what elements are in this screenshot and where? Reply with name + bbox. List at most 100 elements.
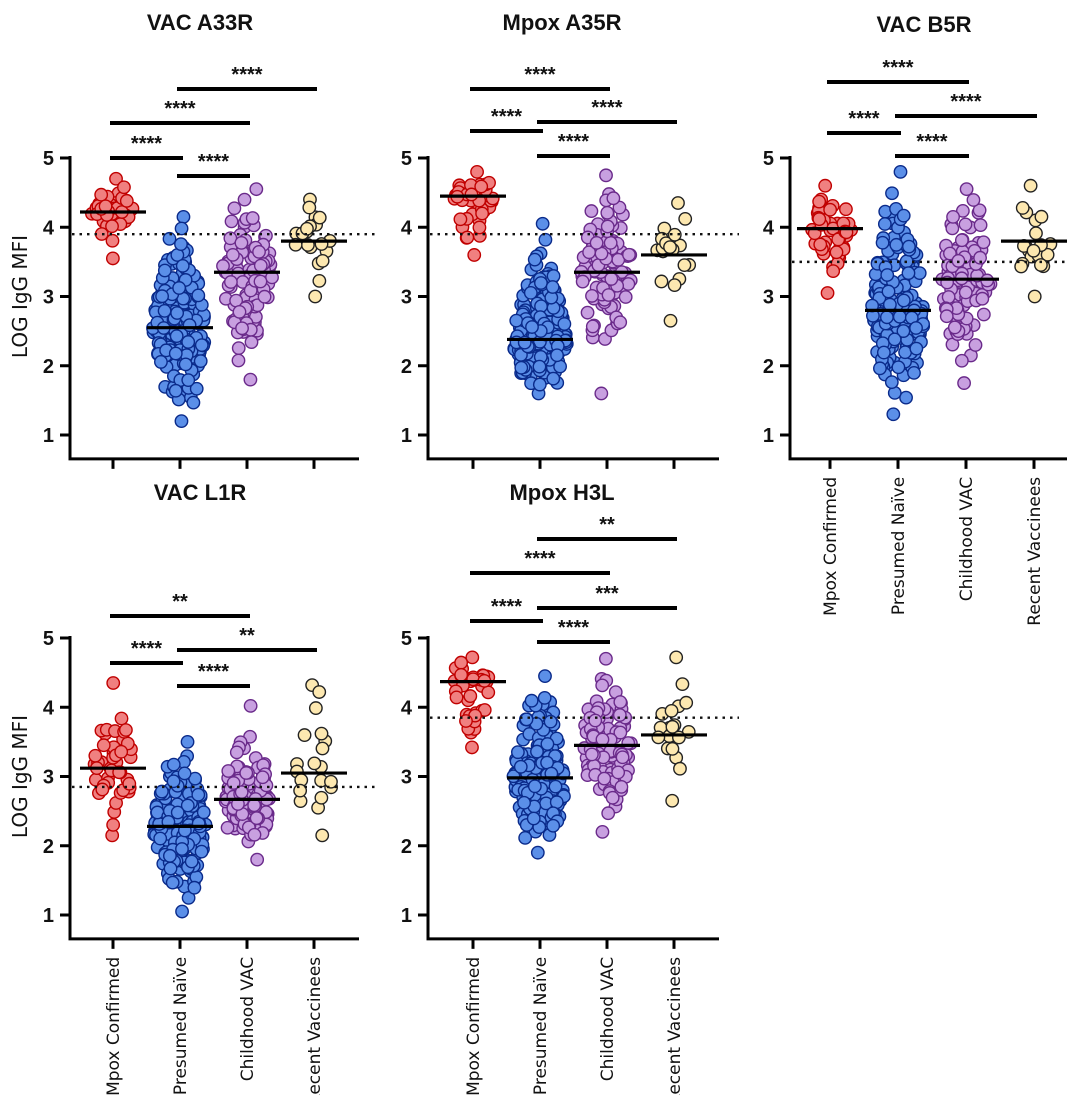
data-point [679,695,694,710]
data-point [307,756,322,771]
data-point [907,365,921,380]
data-point [875,235,890,250]
data-point [105,219,119,234]
category-label: Childhood VAC [957,477,977,601]
data-point [527,252,542,267]
data-point [818,178,833,193]
data-point [170,306,185,320]
data-point [449,690,464,705]
group-points-1 [507,216,574,401]
data-point [546,818,561,833]
data-point [194,338,209,353]
data-point [518,830,533,845]
data-point [157,263,172,278]
data-point [973,250,988,265]
data-point [667,227,682,242]
group-points-2 [216,182,279,387]
data-point [975,291,990,306]
data-point [243,698,258,713]
significance-label: **** [558,617,589,639]
data-point [255,770,270,785]
significance-label: **** [848,108,879,130]
data-point [543,714,558,729]
data-point [530,845,545,860]
y-tick-label: 5 [43,148,54,170]
data-point [88,748,103,763]
data-point [314,726,329,741]
data-point [589,236,604,250]
category-label: Presumed Naïve [171,957,191,1095]
data-point [162,231,177,246]
data-point [175,842,189,856]
significance-label: **** [164,98,195,120]
data-point [947,320,962,335]
data-point [168,346,183,361]
data-point [181,335,196,349]
data-point [249,811,264,825]
significance-label: **** [131,638,162,660]
data-point [893,164,908,179]
data-point [588,713,603,728]
data-point [611,765,626,780]
data-point [191,288,206,303]
data-point [168,383,183,398]
significance-label: **** [524,64,555,86]
data-point [664,703,679,718]
data-point [909,341,924,356]
y-tick-label: 1 [401,905,412,927]
y-tick-label: 1 [43,905,54,927]
data-point [550,348,564,363]
data-point [946,210,960,224]
data-point [229,745,244,760]
data-point [1023,178,1038,193]
data-point [877,217,892,231]
y-tick-label: 4 [43,697,55,719]
data-point [308,701,323,715]
significance-label: ** [172,591,188,613]
y-tick-label: 2 [43,356,54,378]
data-point [532,359,547,374]
significance-label: **** [131,133,162,155]
data-point [182,318,197,333]
data-point [454,655,469,670]
data-point [669,650,684,665]
significance-label: **** [916,131,947,153]
data-point [119,193,134,208]
group-points-0 [447,650,496,755]
data-point [621,736,636,750]
data-point [481,685,496,700]
data-point [820,286,835,300]
chart-panel-4: VAC L1R LOG IgG MFI 1 2 3 4 5 Mpox Confirmed Pre… [8,480,379,1095]
data-point [651,730,666,745]
data-point [891,360,906,375]
data-point [540,737,555,751]
data-point [873,361,887,376]
data-point [941,290,956,304]
data-point [557,317,572,331]
group-points-1 [146,209,212,429]
significance-label: **** [231,64,262,86]
data-point [169,329,184,343]
y-tick-label: 5 [401,148,412,170]
data-point [114,711,129,726]
data-point [812,194,827,209]
data-point [976,235,991,250]
data-point [163,848,177,863]
data-point [178,357,193,372]
data-point [605,790,620,805]
data-point [172,281,187,295]
significance-label: **** [198,151,229,173]
category-label: Childhood VAC [238,957,258,1081]
data-point [239,766,254,780]
y-tick-label: 1 [763,425,774,447]
data-point [604,272,619,286]
data-point [191,787,206,802]
data-point [675,677,690,692]
data-point [227,201,242,216]
data-point [534,276,548,290]
data-point [880,268,895,282]
y-tick-label: 5 [763,148,774,170]
data-point [475,206,490,221]
y-tick-label: 2 [43,836,54,858]
panel-title: Mpox H3L [509,480,614,505]
